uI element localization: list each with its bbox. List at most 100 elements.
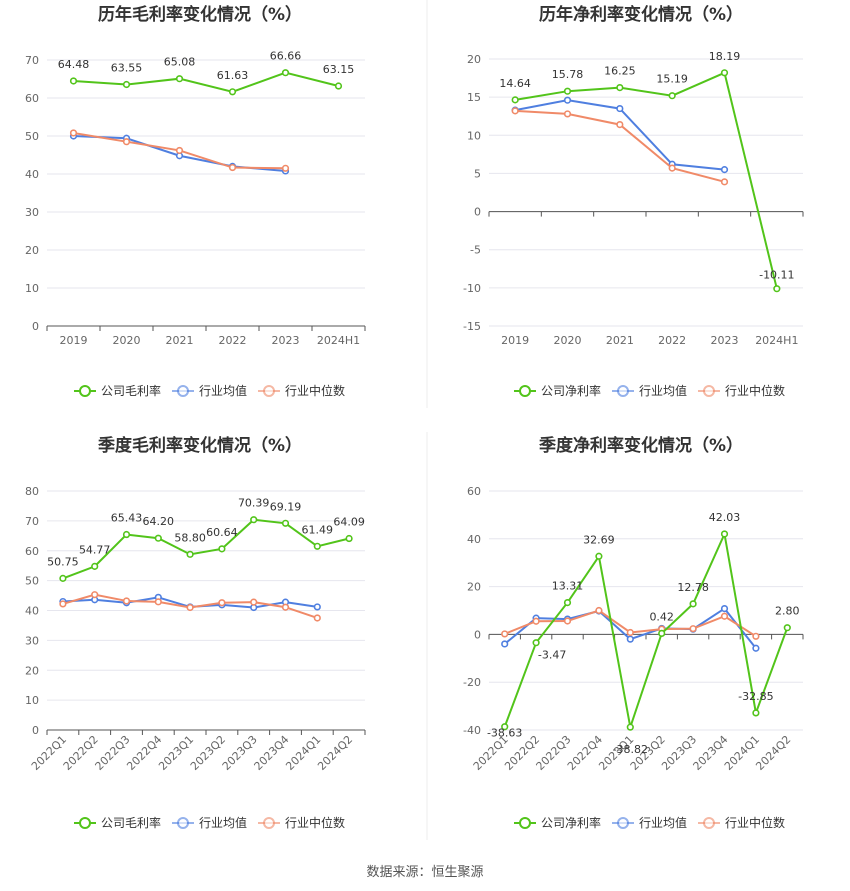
data-point-company bbox=[563, 598, 572, 607]
data-point-company bbox=[626, 723, 634, 731]
x-tick-label: 2021 bbox=[606, 334, 634, 347]
data-label: 64.20 bbox=[143, 515, 175, 528]
data-point-industry_median bbox=[250, 598, 258, 606]
data-point-industry_median bbox=[501, 630, 509, 638]
data-point-industry_median bbox=[175, 146, 184, 155]
y-tick-label: 10 bbox=[467, 129, 481, 142]
data-label: 54.77 bbox=[79, 543, 111, 556]
legend-label-industry_avg: 行业均值 bbox=[639, 815, 687, 830]
data-label: -32.85 bbox=[738, 690, 773, 703]
y-tick-label: 10 bbox=[25, 694, 39, 707]
legend-marker-industry_median bbox=[703, 817, 715, 829]
y-tick-label: 20 bbox=[467, 53, 481, 66]
data-point-industry_avg bbox=[563, 96, 572, 104]
x-tick-label: 2024Q2 bbox=[315, 733, 355, 773]
y-tick-label: 5 bbox=[474, 167, 481, 180]
legend-marker-industry_avg bbox=[617, 385, 629, 397]
data-point-company bbox=[334, 82, 343, 90]
data-point-industry_avg bbox=[752, 644, 760, 652]
legend-label-industry_avg: 行业均值 bbox=[639, 383, 687, 398]
data-point-industry_median bbox=[59, 600, 67, 608]
data-point-industry_median bbox=[626, 628, 634, 637]
x-tick-label: 2020 bbox=[554, 334, 582, 347]
data-label: -38.63 bbox=[487, 727, 522, 740]
data-label: 70.39 bbox=[238, 497, 270, 510]
data-point-company bbox=[616, 84, 624, 92]
y-tick-label: 0 bbox=[32, 320, 39, 333]
data-point-company bbox=[228, 88, 237, 96]
y-tick-label: 40 bbox=[467, 533, 481, 546]
x-tick-label: 2022 bbox=[219, 334, 247, 347]
legend-label-company: 公司净利率 bbox=[541, 815, 601, 830]
data-point-company bbox=[122, 80, 131, 89]
x-tick-label: 2019 bbox=[501, 334, 529, 347]
data-label: 18.19 bbox=[709, 50, 741, 63]
data-point-industry_median bbox=[563, 110, 572, 118]
data-point-industry_avg bbox=[313, 603, 321, 611]
data-label: -3.47 bbox=[538, 649, 566, 662]
data-point-industry_median bbox=[563, 617, 572, 625]
chart-title: 历年净利率变化情况（%） bbox=[539, 4, 743, 25]
chart-quarterly-net-margin: 季度净利率变化情况（%）-40-2002040602022Q12022Q2202… bbox=[463, 435, 804, 830]
legend-label-industry_avg: 行业均值 bbox=[199, 383, 247, 398]
y-tick-label: 60 bbox=[467, 485, 481, 498]
data-point-company bbox=[154, 534, 162, 542]
data-point-industry_median bbox=[720, 178, 729, 186]
data-label: 13.31 bbox=[552, 580, 584, 593]
legend-marker-company bbox=[519, 817, 531, 829]
legend-label-industry_median: 行业中位数 bbox=[285, 815, 345, 830]
data-label: 61.49 bbox=[302, 523, 334, 536]
x-tick-label: 2023 bbox=[711, 334, 739, 347]
x-tick-label: 2023 bbox=[272, 334, 300, 347]
data-point-industry_median bbox=[689, 625, 697, 633]
data-label: 65.08 bbox=[164, 56, 196, 69]
legend-label-industry_avg: 行业均值 bbox=[199, 815, 247, 830]
y-tick-label: 15 bbox=[467, 91, 481, 104]
legend-marker-company bbox=[79, 385, 91, 397]
data-point-industry_median bbox=[752, 632, 760, 640]
data-point-industry_median bbox=[122, 597, 131, 605]
legend-marker-industry_avg bbox=[177, 817, 189, 829]
data-point-company bbox=[720, 530, 729, 538]
data-point-company bbox=[122, 530, 131, 539]
series-line-company bbox=[73, 71, 339, 93]
y-tick-label: -20 bbox=[463, 676, 481, 689]
data-label: 58.80 bbox=[174, 531, 206, 544]
y-tick-label: 20 bbox=[25, 664, 39, 677]
data-label: 14.64 bbox=[499, 77, 531, 90]
legend-label-industry_median: 行业中位数 bbox=[285, 383, 345, 398]
data-point-company bbox=[175, 75, 184, 83]
y-tick-label: 70 bbox=[25, 515, 39, 528]
y-tick-label: 30 bbox=[25, 206, 39, 219]
data-point-industry_median bbox=[595, 606, 603, 615]
data-point-company bbox=[186, 550, 194, 558]
data-point-company bbox=[345, 534, 353, 543]
data-point-industry_median bbox=[154, 598, 162, 606]
data-point-company bbox=[91, 562, 99, 570]
data-point-company bbox=[752, 709, 760, 717]
data-label: 16.25 bbox=[604, 65, 636, 78]
data-point-company bbox=[689, 600, 697, 608]
chart-quarterly-gross-margin: 季度毛利率变化情况（%）010203040506070802022Q12022Q… bbox=[25, 435, 366, 830]
data-label: 50.75 bbox=[47, 555, 79, 568]
data-point-industry_median bbox=[69, 129, 78, 137]
data-point-industry_median bbox=[228, 163, 237, 172]
y-tick-label: -15 bbox=[463, 320, 481, 333]
chart-title: 季度毛利率变化情况（%） bbox=[98, 435, 302, 456]
data-point-industry_avg bbox=[501, 640, 509, 648]
data-point-industry_median bbox=[281, 164, 290, 172]
data-point-industry_median bbox=[122, 138, 131, 146]
data-point-industry_median bbox=[511, 107, 519, 115]
y-tick-label: 0 bbox=[32, 724, 39, 737]
data-point-company bbox=[281, 69, 290, 77]
y-tick-label: 40 bbox=[25, 168, 39, 181]
data-point-company bbox=[668, 92, 676, 100]
data-label: 12.78 bbox=[677, 581, 709, 594]
y-tick-label: 60 bbox=[25, 545, 39, 558]
x-tick-label: 2024Q2 bbox=[753, 733, 793, 773]
data-source-text: 数据来源：恒生聚源 bbox=[366, 865, 483, 880]
data-label: 65.43 bbox=[111, 512, 143, 525]
data-point-company bbox=[59, 574, 67, 582]
chart-annual-net-margin: 历年净利率变化情况（%） -15 -10 -5 0 5 10 15 20 2019 2020 2021… bbox=[463, 4, 804, 398]
